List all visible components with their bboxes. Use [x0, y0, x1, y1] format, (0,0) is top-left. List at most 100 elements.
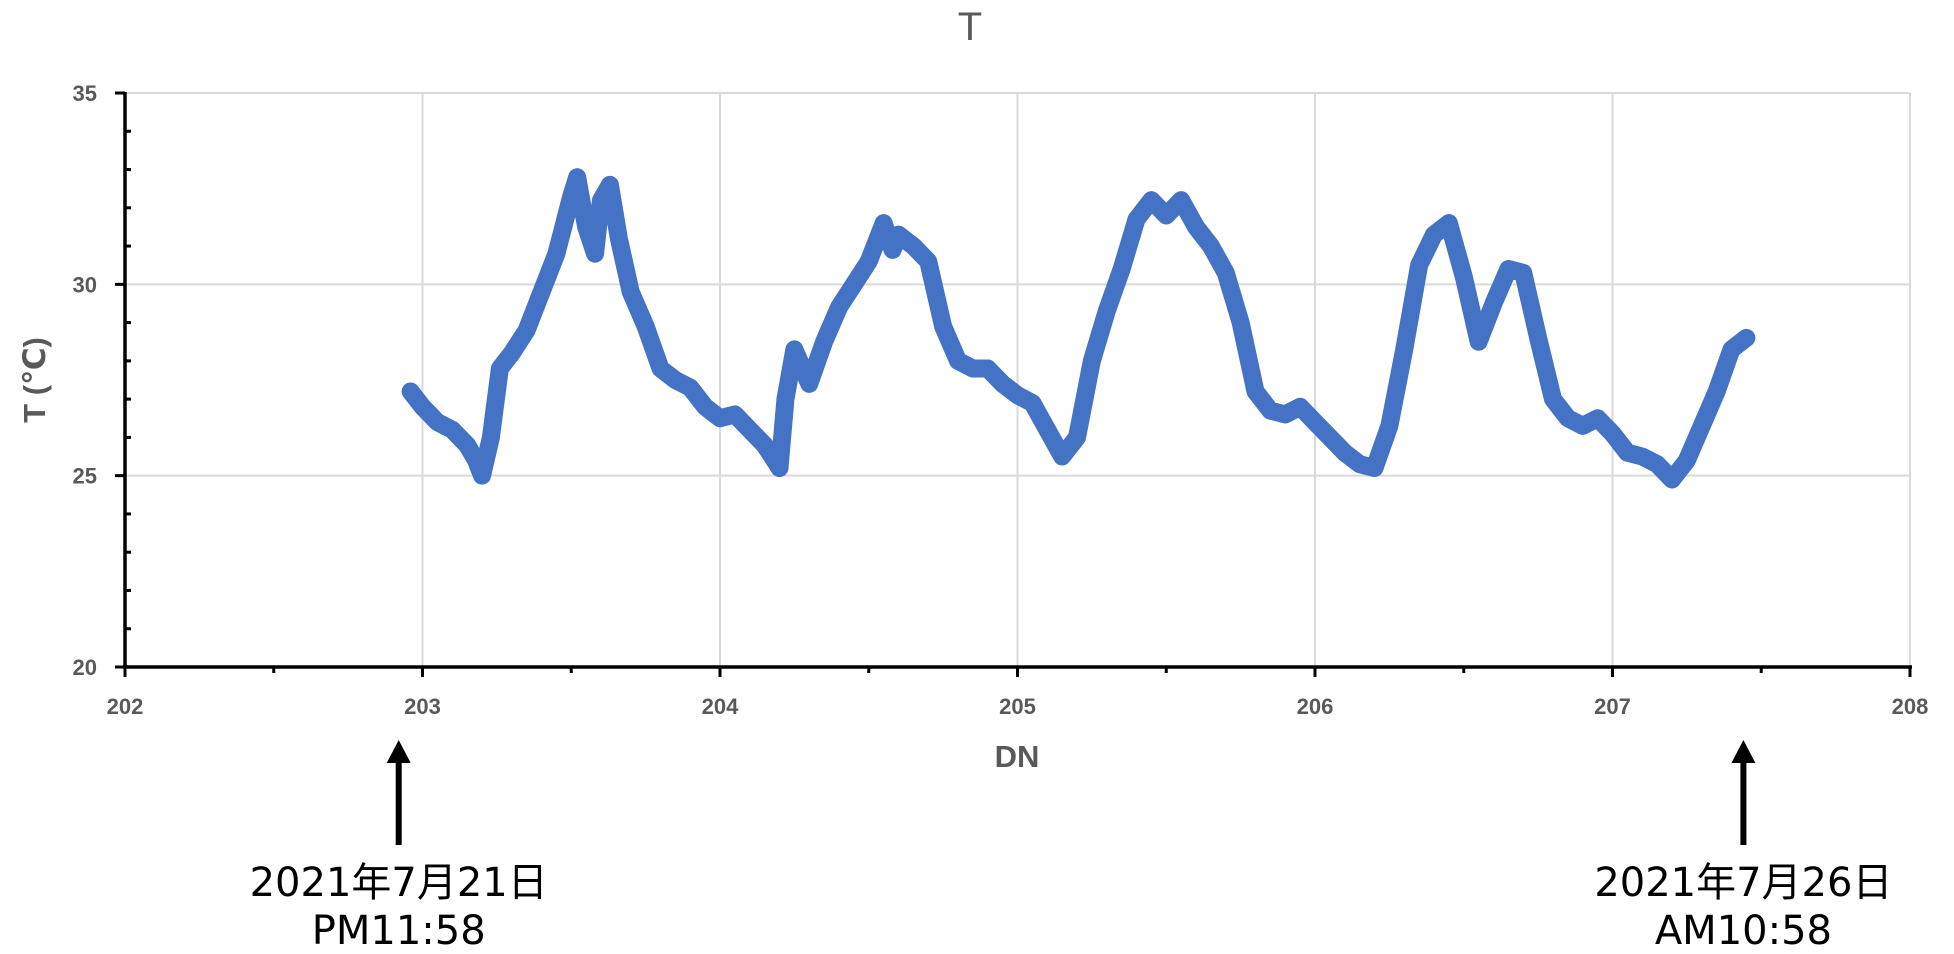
data-point	[1604, 425, 1621, 442]
data-point	[637, 318, 654, 335]
annotation-date: 2021年7月21日	[250, 860, 548, 906]
x-tick-label: 207	[1594, 694, 1631, 719]
data-point	[563, 188, 580, 205]
data-point	[845, 276, 862, 293]
data-point	[1292, 398, 1309, 415]
data-point	[964, 360, 981, 377]
data-point	[950, 352, 966, 369]
data-point	[1247, 383, 1264, 400]
data-point	[1128, 211, 1145, 228]
data-point	[1202, 238, 1219, 255]
data-point	[1113, 261, 1130, 278]
data-point	[491, 360, 508, 377]
data-point	[482, 429, 499, 446]
data-point	[1098, 303, 1115, 320]
annotation-time: PM11:58	[312, 908, 486, 954]
data-point	[741, 421, 758, 438]
data-point	[771, 460, 788, 477]
data-point	[1693, 417, 1710, 434]
data-point	[578, 218, 595, 235]
data-point	[786, 341, 803, 358]
annotation-date: 2021年7月26日	[1594, 860, 1892, 906]
data-point	[533, 283, 550, 300]
data-point	[1307, 414, 1323, 431]
data-point	[1500, 261, 1517, 278]
data-point	[402, 383, 419, 400]
data-point	[1009, 387, 1026, 404]
data-point	[1039, 421, 1056, 438]
data-point	[1083, 352, 1100, 369]
data-point	[1515, 264, 1532, 281]
data-point	[1188, 218, 1204, 235]
data-point	[622, 283, 639, 300]
data-point	[801, 375, 818, 392]
x-tick-label: 203	[404, 694, 441, 719]
x-tick-label: 204	[702, 694, 739, 719]
data-point	[1173, 192, 1190, 209]
data-point	[1366, 460, 1383, 477]
data-series	[401, 168, 1756, 489]
x-tick-label: 205	[999, 694, 1036, 719]
annotation-arrow-head	[386, 740, 411, 763]
data-point	[1455, 268, 1472, 285]
data-point	[1470, 333, 1487, 350]
data-point	[979, 360, 996, 377]
data-point	[1232, 314, 1249, 331]
data-point	[429, 414, 446, 431]
data-point	[444, 421, 461, 438]
data-point	[1589, 410, 1606, 427]
data-point	[1619, 444, 1636, 461]
data-point	[1634, 448, 1651, 465]
data-point	[777, 391, 794, 408]
chart-title: T	[958, 5, 982, 49]
data-point	[414, 398, 431, 415]
data-point	[875, 215, 892, 232]
data-point	[569, 169, 586, 186]
x-tick-label: 202	[107, 694, 144, 719]
data-point	[652, 360, 669, 377]
data-point	[860, 253, 877, 270]
data-point	[1143, 192, 1160, 209]
data-point	[1054, 448, 1071, 465]
data-point	[503, 345, 520, 362]
y-axis-title: T (℃)	[17, 337, 52, 423]
data-point	[816, 333, 833, 350]
data-point	[935, 318, 952, 335]
data-point	[1678, 452, 1695, 469]
y-tick-label: 30	[73, 272, 97, 297]
data-point	[1545, 391, 1561, 408]
axes	[115, 91, 1912, 677]
data-point	[548, 245, 565, 262]
data-point	[1321, 429, 1338, 446]
data-point	[1024, 394, 1041, 411]
data-point	[1336, 444, 1353, 461]
annotation-arrow-head	[1731, 740, 1756, 763]
data-point	[905, 238, 922, 255]
data-point	[1723, 341, 1740, 358]
data-point	[726, 406, 743, 423]
gridlines	[125, 92, 1911, 667]
data-point	[994, 375, 1011, 392]
data-point	[697, 398, 714, 415]
data-point	[682, 379, 699, 396]
y-tick-label: 35	[73, 81, 97, 106]
data-point	[1351, 456, 1368, 473]
data-point	[468, 452, 485, 469]
data-point	[1559, 410, 1576, 427]
data-point	[1069, 429, 1085, 446]
data-point	[1738, 329, 1755, 346]
data-point	[1708, 383, 1725, 400]
tick-labels: 202 203 204 205 206 207 208 20 25 30 35	[73, 81, 1929, 719]
data-point	[1217, 264, 1234, 281]
data-point	[474, 467, 490, 484]
data-point	[587, 245, 604, 262]
data-point	[459, 437, 476, 454]
x-tick-label: 208	[1892, 694, 1929, 719]
data-point	[890, 226, 907, 243]
data-point	[831, 299, 847, 316]
data-point	[1440, 215, 1457, 232]
data-point	[667, 372, 684, 388]
y-tick-label: 25	[73, 464, 97, 489]
y-tick-label: 20	[73, 655, 97, 680]
